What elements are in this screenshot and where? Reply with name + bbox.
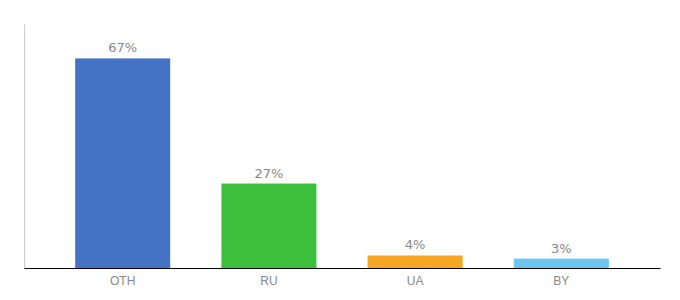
data-label: 4% [405,237,426,252]
tick: RU [260,268,277,288]
bar [368,255,463,268]
tick: OTH [110,268,135,288]
data-labels: 67% 27% 4% 3% [108,40,571,255]
data-label: 3% [551,241,572,256]
x-axis-line [25,268,661,269]
data-label: 67% [108,40,137,55]
y-axis-line [24,25,25,269]
tick-label: UA [407,274,424,288]
y-axis [24,25,25,269]
plot: OTH RU UA BY 67% 27% 4% 3% [25,25,661,288]
tick-label: OTH [110,274,135,288]
chart: OTH RU UA BY 67% 27% 4% 3% [0,0,680,300]
bar [221,184,316,268]
x-axis: OTH RU UA BY [25,268,661,288]
bars [75,58,609,268]
tick: UA [407,268,424,288]
tick-label: BY [553,274,569,288]
tick: BY [553,268,569,288]
bar [514,259,609,268]
bar [75,58,170,268]
tick-label: RU [260,274,277,288]
data-label: 27% [254,166,283,181]
